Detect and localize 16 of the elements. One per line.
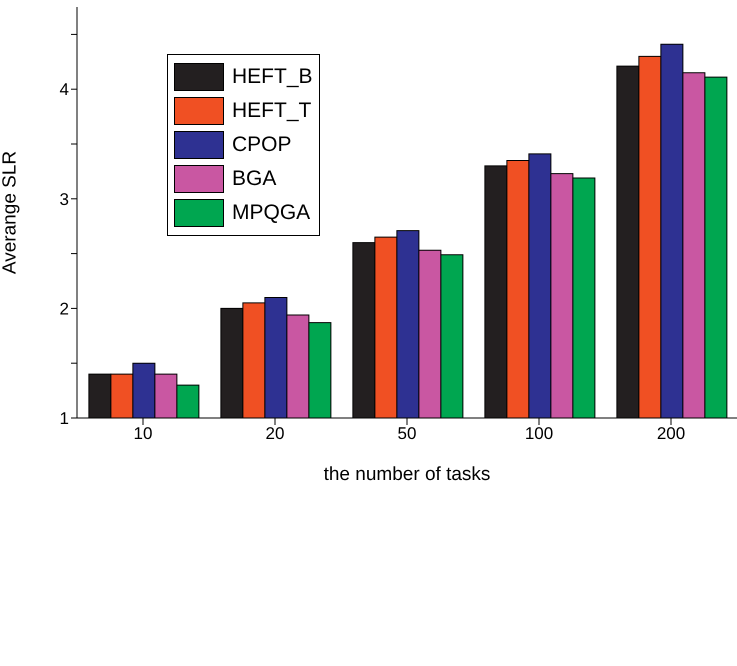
x-tick-label: 50 [398,424,416,444]
legend-label: HEFT_B [232,65,313,89]
x-tick-label: 10 [134,424,152,444]
x-tick-label: 100 [524,424,554,444]
legend-label: HEFT_T [232,99,312,123]
legend-label: BGA [232,167,276,191]
y-tick-label: 4 [60,80,69,100]
legend-label: MPQGA [232,201,310,225]
y-tick-label: 2 [60,299,69,318]
x-tick-label: 200 [656,424,686,444]
y-tick-label: 1 [60,409,69,428]
y-tick-label: 3 [60,190,69,209]
x-axis-title: the number of tasks [324,464,490,485]
y-axis-title: Averange SLR [0,150,21,274]
x-tick-label: 20 [266,424,284,444]
legend-label: CPOP [232,133,292,157]
